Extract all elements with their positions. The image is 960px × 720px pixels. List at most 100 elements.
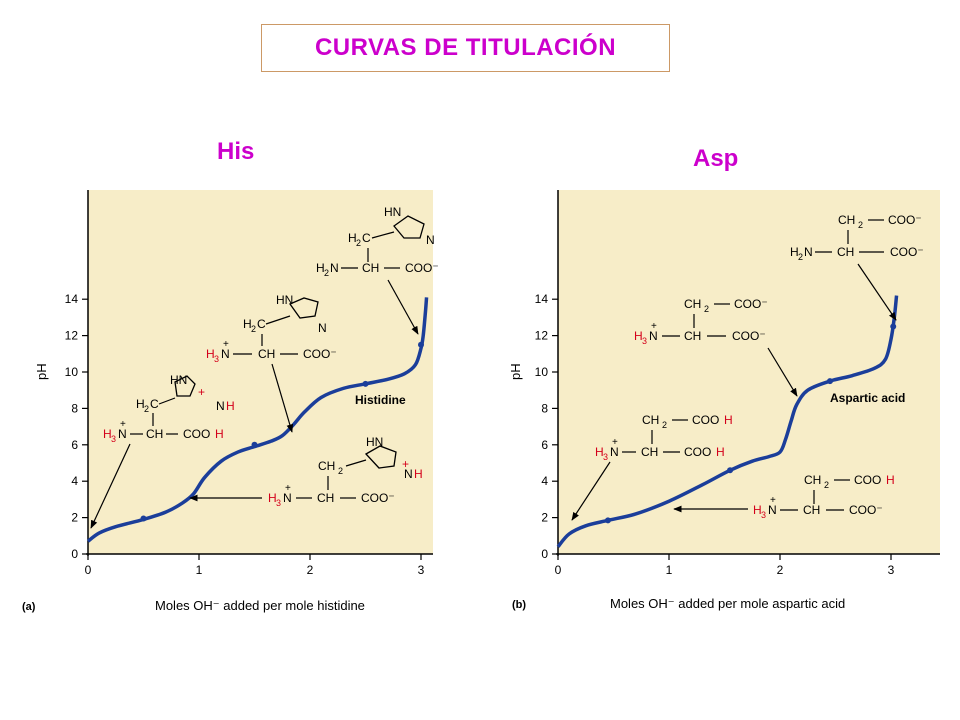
svg-text:H: H <box>790 245 799 259</box>
svg-text:COO: COO <box>692 413 719 427</box>
svg-text:H: H <box>753 503 762 517</box>
svg-text:CH: CH <box>642 413 659 427</box>
svg-text:H: H <box>226 399 235 413</box>
svg-text:2: 2 <box>798 252 803 262</box>
x-tick-label: 0 <box>555 563 562 577</box>
svg-text:COO: COO <box>684 445 711 459</box>
arrow-asp-d <box>857 263 897 321</box>
aspartic-acid-curve <box>556 295 899 548</box>
svg-text:CH: CH <box>362 261 379 275</box>
svg-text:H: H <box>634 329 643 343</box>
svg-text:2: 2 <box>858 220 863 230</box>
svg-text:CH: CH <box>258 347 275 361</box>
svg-text:H: H <box>136 397 145 411</box>
svg-text:+: + <box>120 419 126 430</box>
svg-text:C: C <box>257 317 266 331</box>
panel-a-tag: (a) <box>22 601 36 613</box>
svg-text:2: 2 <box>144 404 149 414</box>
svg-text:N: N <box>330 261 339 275</box>
svg-text:N: N <box>426 233 435 247</box>
y-tick-label: 6 <box>71 438 78 452</box>
svg-text:3: 3 <box>214 354 219 364</box>
svg-text:N: N <box>318 321 327 335</box>
svg-text:COO⁻: COO⁻ <box>361 491 395 505</box>
svg-text:COO⁻: COO⁻ <box>734 297 768 311</box>
y-tick-label: 10 <box>535 365 549 379</box>
svg-text:+: + <box>198 385 205 399</box>
y-tick-label: 2 <box>541 511 548 525</box>
svg-text:H: H <box>268 491 277 505</box>
panel-b-tag: (b) <box>512 599 526 611</box>
y-tick-label: 6 <box>541 438 548 452</box>
x-tick-label: 3 <box>888 563 895 577</box>
svg-text:COO⁻: COO⁻ <box>732 329 766 343</box>
arrow-asp-b <box>767 347 798 397</box>
svg-text:2: 2 <box>824 480 829 490</box>
asp-curve-marker <box>826 378 833 385</box>
svg-text:CH: CH <box>641 445 658 459</box>
svg-text:N: N <box>118 427 127 441</box>
y-tick-label: 14 <box>535 292 549 306</box>
x-tick-label: 2 <box>777 563 784 577</box>
asp-curve-marker <box>890 323 897 330</box>
svg-text:C: C <box>362 231 371 245</box>
x-tick-label: 2 <box>307 563 314 577</box>
y-tick-label: 0 <box>71 547 78 561</box>
svg-text:N: N <box>768 503 777 517</box>
panel-b-series-annotation: Aspartic acid <box>830 391 905 405</box>
svg-text:3: 3 <box>276 498 281 508</box>
x-tick-label: 1 <box>196 563 203 577</box>
x-tick-label: 3 <box>418 563 425 577</box>
svg-text:H: H <box>206 347 215 361</box>
asp-curve-marker <box>727 467 734 474</box>
panel-label-asp: Asp <box>693 145 739 172</box>
svg-text:HN: HN <box>276 293 293 307</box>
svg-text:2: 2 <box>356 238 361 248</box>
y-tick-label: 4 <box>541 474 548 488</box>
svg-text:H: H <box>243 317 252 331</box>
asp-curve-marker <box>604 517 611 524</box>
svg-text:COO⁻: COO⁻ <box>303 347 337 361</box>
svg-text:H: H <box>348 231 357 245</box>
svg-text:+: + <box>612 437 618 448</box>
svg-text:+: + <box>651 321 657 332</box>
panel-a-background <box>88 190 433 554</box>
arrow-asp-a <box>571 461 611 521</box>
y-tick-label: 12 <box>65 329 79 343</box>
svg-text:H: H <box>724 413 733 427</box>
y-tick-label: 10 <box>65 365 79 379</box>
svg-text:CH: CH <box>837 245 854 259</box>
svg-text:COO⁻: COO⁻ <box>849 503 883 517</box>
panel-a-series-annotation: Histidine <box>355 393 406 407</box>
panel-b-x-label: Moles OH⁻ added per mole aspartic acid <box>610 596 845 611</box>
svg-text:3: 3 <box>603 452 608 462</box>
svg-text:COO: COO <box>854 473 881 487</box>
svg-text:2: 2 <box>704 304 709 314</box>
svg-text:H: H <box>886 473 895 487</box>
y-tick-label: 0 <box>541 547 548 561</box>
svg-text:N: N <box>610 445 619 459</box>
panel-a-y-label: pH <box>34 363 49 380</box>
y-tick-label: 14 <box>65 292 79 306</box>
y-tick-label: 4 <box>71 474 78 488</box>
svg-text:3: 3 <box>642 336 647 346</box>
y-tick-label: 8 <box>541 401 548 415</box>
svg-text:3: 3 <box>761 510 766 520</box>
svg-text:+: + <box>223 339 229 350</box>
svg-text:N: N <box>221 347 230 361</box>
panel-b-background <box>558 190 940 554</box>
svg-text:H: H <box>103 427 112 441</box>
svg-text:H: H <box>595 445 604 459</box>
panel-a-x-label: Moles OH⁻ added per mole histidine <box>155 598 365 613</box>
y-tick-label: 12 <box>535 329 549 343</box>
svg-text:COO⁻: COO⁻ <box>890 245 924 259</box>
svg-text:+: + <box>770 495 776 506</box>
